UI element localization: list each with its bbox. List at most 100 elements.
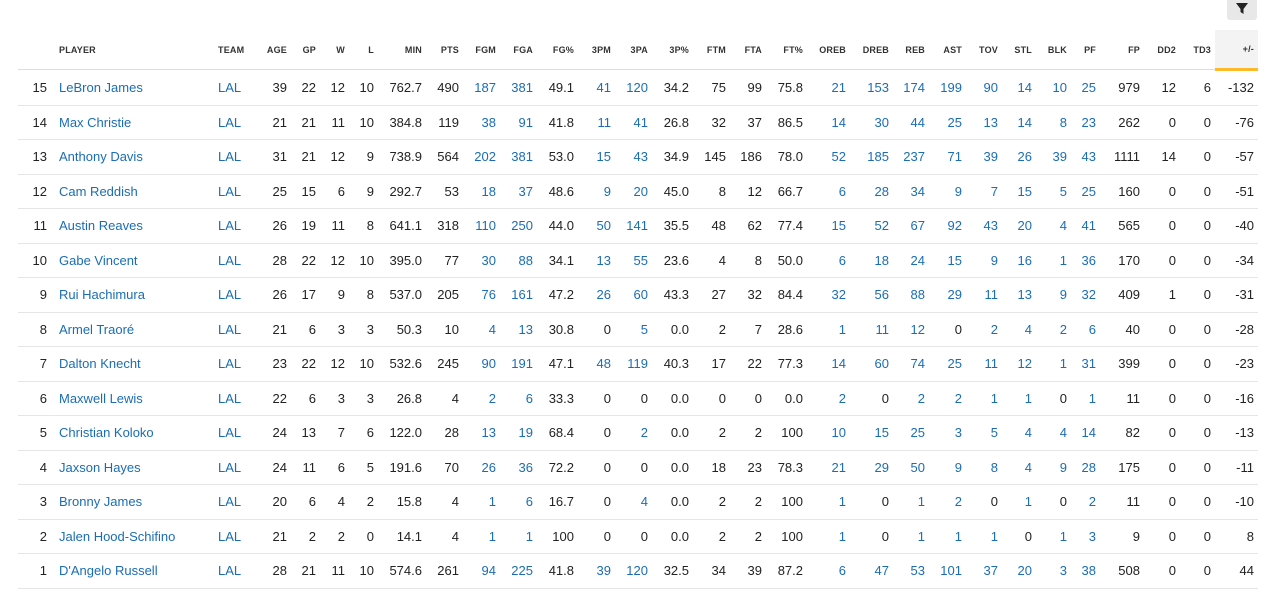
stat-link[interactable]: 25 xyxy=(929,105,966,140)
stat-link[interactable]: 11 xyxy=(850,312,893,347)
stat-link[interactable]: 55 xyxy=(615,243,652,278)
team-link[interactable]: LAL xyxy=(210,381,255,416)
column-header[interactable]: PTS xyxy=(426,30,463,70)
column-header[interactable]: FTM xyxy=(693,30,730,70)
team-link[interactable]: LAL xyxy=(210,553,255,589)
stat-link[interactable]: 1 xyxy=(500,519,537,554)
stat-link[interactable]: 4 xyxy=(1036,208,1071,244)
stat-link[interactable]: 88 xyxy=(500,243,537,278)
column-header[interactable]: AST xyxy=(929,30,966,70)
stat-link[interactable]: 39 xyxy=(578,553,615,589)
stat-link[interactable]: 44 xyxy=(893,105,929,140)
stat-link[interactable]: 25 xyxy=(929,346,966,382)
column-header[interactable]: AGE xyxy=(255,30,291,70)
team-link[interactable]: LAL xyxy=(210,277,255,313)
stat-link[interactable]: 1 xyxy=(807,484,850,520)
stat-link[interactable]: 119 xyxy=(615,346,652,382)
stat-link[interactable]: 36 xyxy=(500,450,537,485)
stat-link[interactable]: 52 xyxy=(807,139,850,175)
column-header[interactable]: TEAM xyxy=(210,30,255,70)
stat-link[interactable]: 6 xyxy=(500,381,537,416)
stat-link[interactable]: 4 xyxy=(1002,415,1036,451)
stat-link[interactable]: 5 xyxy=(966,415,1002,451)
stat-link[interactable]: 19 xyxy=(500,415,537,451)
team-link[interactable]: LAL xyxy=(210,208,255,244)
team-link[interactable]: LAL xyxy=(210,519,255,554)
stat-link[interactable]: 9 xyxy=(1036,450,1071,485)
stat-link[interactable]: 91 xyxy=(500,105,537,140)
stat-link[interactable]: 30 xyxy=(463,243,500,278)
stat-link[interactable]: 14 xyxy=(807,346,850,382)
stat-link[interactable]: 3 xyxy=(929,415,966,451)
stat-link[interactable]: 10 xyxy=(1036,69,1071,106)
stat-link[interactable]: 8 xyxy=(966,450,1002,485)
stat-link[interactable]: 16 xyxy=(1002,243,1036,278)
stat-link[interactable]: 9 xyxy=(578,174,615,209)
stat-link[interactable]: 88 xyxy=(893,277,929,313)
stat-link[interactable]: 13 xyxy=(463,415,500,451)
stat-link[interactable]: 110 xyxy=(463,208,500,244)
stat-link[interactable]: 12 xyxy=(1002,346,1036,382)
player-name[interactable]: LeBron James xyxy=(51,69,210,106)
stat-link[interactable]: 381 xyxy=(500,139,537,175)
stat-link[interactable]: 52 xyxy=(850,208,893,244)
stat-link[interactable]: 120 xyxy=(615,69,652,106)
column-header[interactable]: MIN xyxy=(378,30,426,70)
stat-link[interactable]: 9 xyxy=(1036,277,1071,313)
stat-link[interactable]: 94 xyxy=(463,553,500,589)
stat-link[interactable]: 31 xyxy=(1071,346,1100,382)
stat-link[interactable]: 1 xyxy=(463,519,500,554)
column-header[interactable]: OREB xyxy=(807,30,850,70)
stat-link[interactable]: 1 xyxy=(966,519,1002,554)
stat-link[interactable]: 26 xyxy=(463,450,500,485)
column-header[interactable]: BLK xyxy=(1036,30,1071,70)
stat-link[interactable]: 3 xyxy=(1036,553,1071,589)
stat-link[interactable]: 2 xyxy=(893,381,929,416)
team-link[interactable]: LAL xyxy=(210,415,255,451)
player-name[interactable]: Jalen Hood-Schifino xyxy=(51,519,210,554)
stat-link[interactable]: 11 xyxy=(966,277,1002,313)
team-link[interactable]: LAL xyxy=(210,174,255,209)
team-link[interactable]: LAL xyxy=(210,312,255,347)
stat-link[interactable]: 2 xyxy=(929,484,966,520)
stat-link[interactable]: 1 xyxy=(1036,346,1071,382)
stat-link[interactable]: 53 xyxy=(893,553,929,589)
stat-link[interactable]: 1 xyxy=(929,519,966,554)
column-header[interactable]: L xyxy=(349,30,378,70)
player-name[interactable]: Max Christie xyxy=(51,105,210,140)
team-link[interactable]: LAL xyxy=(210,105,255,140)
stat-link[interactable]: 74 xyxy=(893,346,929,382)
stat-link[interactable]: 38 xyxy=(1071,553,1100,589)
stat-link[interactable]: 6 xyxy=(807,553,850,589)
stat-link[interactable]: 25 xyxy=(1071,174,1100,209)
column-header[interactable]: GP xyxy=(291,30,320,70)
stat-link[interactable]: 11 xyxy=(578,105,615,140)
stat-link[interactable]: 11 xyxy=(966,346,1002,382)
player-name[interactable]: Christian Koloko xyxy=(51,415,210,451)
stat-link[interactable]: 1 xyxy=(893,484,929,520)
stat-link[interactable]: 34 xyxy=(893,174,929,209)
stat-link[interactable]: 6 xyxy=(1071,312,1100,347)
stat-link[interactable]: 4 xyxy=(615,484,652,520)
player-name[interactable]: D'Angelo Russell xyxy=(51,553,210,589)
stat-link[interactable]: 9 xyxy=(966,243,1002,278)
stat-link[interactable]: 48 xyxy=(578,346,615,382)
player-name[interactable]: Austin Reaves xyxy=(51,208,210,244)
stat-link[interactable]: 39 xyxy=(1036,139,1071,175)
column-header[interactable]: FT% xyxy=(766,30,807,70)
stat-link[interactable]: 174 xyxy=(893,69,929,106)
stat-link[interactable]: 50 xyxy=(893,450,929,485)
stat-link[interactable]: 24 xyxy=(893,243,929,278)
stat-link[interactable]: 15 xyxy=(850,415,893,451)
stat-link[interactable]: 12 xyxy=(893,312,929,347)
stat-link[interactable]: 4 xyxy=(1002,450,1036,485)
stat-link[interactable]: 250 xyxy=(500,208,537,244)
stat-link[interactable]: 1 xyxy=(1002,484,1036,520)
stat-link[interactable]: 20 xyxy=(615,174,652,209)
player-name[interactable]: Jaxson Hayes xyxy=(51,450,210,485)
stat-link[interactable]: 1 xyxy=(1036,243,1071,278)
stat-link[interactable]: 14 xyxy=(1002,105,1036,140)
stat-link[interactable]: 26 xyxy=(1002,139,1036,175)
column-header[interactable]: FGA xyxy=(500,30,537,70)
stat-link[interactable]: 60 xyxy=(615,277,652,313)
